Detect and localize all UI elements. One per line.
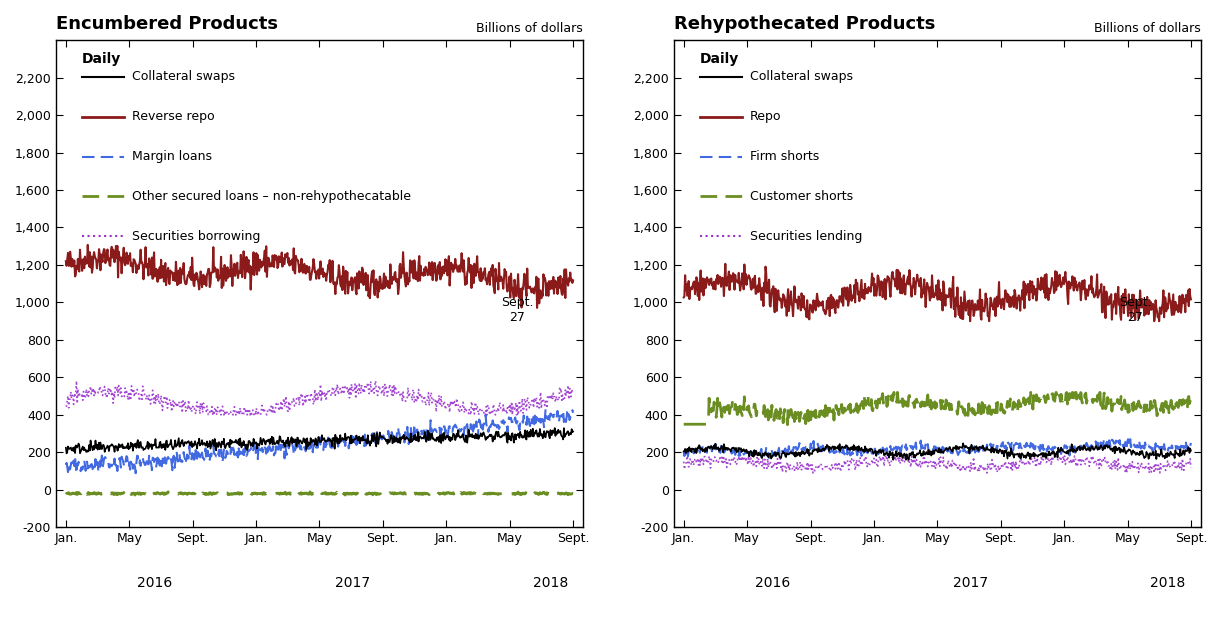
Text: Sept.
27: Sept. 27 xyxy=(501,296,534,324)
Text: Collateral swaps: Collateral swaps xyxy=(750,70,853,83)
Text: 2018: 2018 xyxy=(1151,576,1186,590)
Text: Repo: Repo xyxy=(750,110,782,123)
Text: Customer shorts: Customer shorts xyxy=(750,190,853,203)
Text: Daily: Daily xyxy=(700,52,739,66)
Text: Encumbered Products: Encumbered Products xyxy=(56,15,278,33)
Text: Securities borrowing: Securities borrowing xyxy=(132,230,261,243)
Text: Margin loans: Margin loans xyxy=(132,150,212,163)
Text: Daily: Daily xyxy=(82,52,121,66)
Text: Billions of dollars: Billions of dollars xyxy=(476,22,583,35)
Text: 2018: 2018 xyxy=(532,576,568,590)
Text: Other secured loans – non-rehypothecatable: Other secured loans – non-rehypothecatab… xyxy=(132,190,411,203)
Text: Billions of dollars: Billions of dollars xyxy=(1094,22,1201,35)
Text: Rehypothecated Products: Rehypothecated Products xyxy=(673,15,935,33)
Text: 2016: 2016 xyxy=(755,576,791,590)
Text: Securities lending: Securities lending xyxy=(750,230,863,243)
Text: Collateral swaps: Collateral swaps xyxy=(132,70,235,83)
Text: 2017: 2017 xyxy=(335,576,370,590)
Text: 2017: 2017 xyxy=(952,576,988,590)
Text: 2016: 2016 xyxy=(137,576,173,590)
Text: Sept.
27: Sept. 27 xyxy=(1119,296,1152,324)
Text: Reverse repo: Reverse repo xyxy=(132,110,215,123)
Text: Firm shorts: Firm shorts xyxy=(750,150,819,163)
